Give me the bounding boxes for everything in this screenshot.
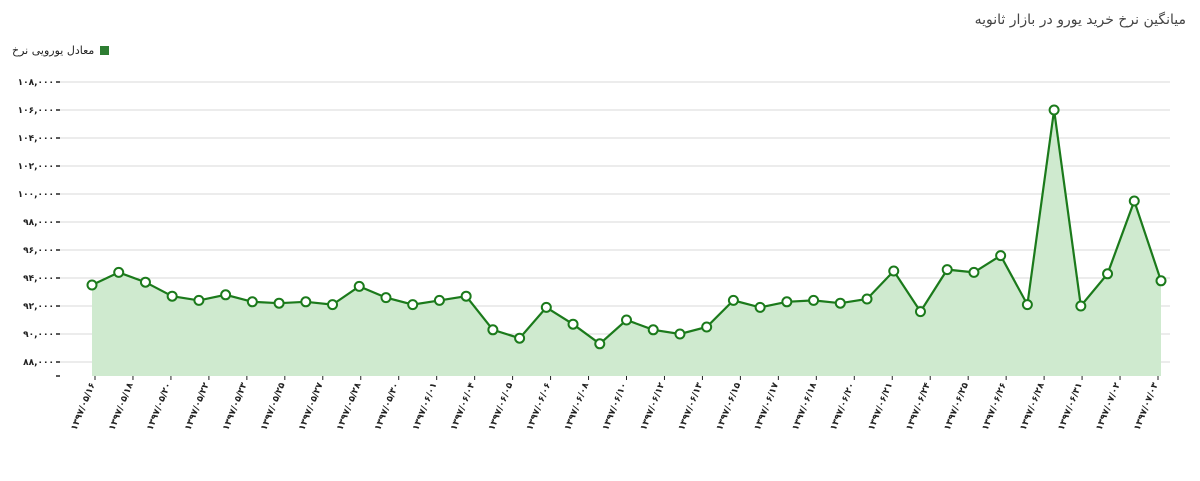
- data-point: [861, 293, 873, 305]
- data-point: [327, 299, 339, 311]
- x-tick-label: ۱۳۹۷/۰۶/۱۷: [753, 381, 781, 432]
- data-point: [433, 294, 445, 306]
- x-tick-label: ۱۳۹۷/۰۵/۲۲: [183, 381, 211, 432]
- y-tick-label: ۱۰۸,۰۰۰: [18, 78, 54, 88]
- data-point: [888, 265, 900, 277]
- x-tick-label: ۱۳۹۷/۰۶/۰۱: [411, 381, 439, 432]
- data-point: [995, 250, 1007, 262]
- legend: معادل یورویی نرخ: [12, 44, 110, 57]
- data-point: [166, 290, 178, 302]
- data-point: [220, 289, 232, 301]
- x-tick-label: ۱۳۹۷/۰۶/۰۵: [487, 381, 515, 432]
- x-tick-label: ۱۳۹۷/۰۷/۰۳: [1133, 381, 1161, 432]
- data-point: [914, 306, 926, 318]
- legend-label: معادل یورویی نرخ: [12, 44, 95, 57]
- data-point: [754, 301, 766, 313]
- x-tick-label: ۱۳۹۷/۰۶/۲۰: [829, 381, 857, 432]
- legend-swatch: [100, 46, 110, 55]
- x-tick-label: ۱۳۹۷/۰۵/۲۳: [221, 381, 249, 432]
- y-tick-label: ۸۸,۰۰۰: [23, 358, 54, 368]
- data-point: [407, 299, 419, 311]
- data-point: [193, 294, 205, 306]
- data-point: [514, 332, 526, 344]
- x-tick-label: ۱۳۹۷/۰۶/۰۶: [525, 381, 553, 432]
- x-tick-label: ۱۳۹۷/۰۶/۱۲: [639, 381, 667, 432]
- x-tick-label: ۱۳۹۷/۰۵/۲۸: [335, 381, 363, 432]
- data-point: [246, 296, 258, 308]
- x-tick-label: ۱۳۹۷/۰۷/۰۲: [1095, 381, 1123, 432]
- data-point: [647, 324, 659, 336]
- y-tick-label: ۹۶,۰۰۰: [23, 246, 54, 256]
- data-point: [701, 321, 713, 333]
- data-point: [674, 328, 686, 340]
- data-point: [460, 290, 472, 302]
- y-tick-label: ۹۸,۰۰۰: [23, 218, 54, 228]
- x-tick-label: ۱۳۹۷/۰۶/۱۵: [715, 381, 743, 432]
- x-tick-label: ۱۳۹۷/۰۵/۲۵: [259, 381, 287, 432]
- x-tick-label: ۱۳۹۷/۰۵/۲۷: [297, 381, 325, 432]
- y-tick-label: ۱۰۰,۰۰۰: [18, 190, 54, 200]
- data-point: [621, 314, 632, 326]
- data-point: [968, 266, 980, 278]
- x-tick-label: ۱۳۹۷/۰۶/۲۱: [867, 381, 895, 432]
- x-tick-label: ۱۳۹۷/۰۵/۳۰: [373, 381, 401, 432]
- data-point: [1128, 195, 1140, 207]
- x-tick-label: ۱۳۹۷/۰۶/۰۸: [563, 381, 591, 432]
- y-tick-label: ۹۰,۰۰۰: [23, 330, 54, 340]
- x-tick-label: ۱۳۹۷/۰۵/۱۶: [70, 381, 98, 432]
- y-tick-label: ۹۲,۰۰۰: [23, 302, 54, 312]
- data-point: [487, 324, 499, 336]
- x-tick-label: ۱۳۹۷/۰۶/۱۳: [677, 381, 705, 432]
- data-point: [380, 292, 392, 304]
- area-fill: [92, 110, 1161, 376]
- x-tick-label: ۱۳۹۷/۰۶/۲۶: [981, 381, 1009, 432]
- data-point: [1102, 268, 1114, 280]
- data-point: [567, 318, 579, 330]
- data-point: [781, 296, 793, 308]
- y-tick-label: ۱۰۶,۰۰۰: [18, 106, 54, 116]
- data-point: [353, 280, 365, 292]
- data-point: [834, 297, 846, 309]
- y-tick-label: ۱۰۴,۰۰۰: [18, 134, 54, 144]
- data-point: [1048, 104, 1060, 116]
- data-point: [594, 338, 606, 350]
- x-tick-label: ۱۳۹۷/۰۵/۲۰: [146, 381, 174, 432]
- x-tick-label: ۱۳۹۷/۰۶/۲۴: [905, 381, 933, 432]
- x-tick-label: ۱۳۹۷/۰۶/۰۴: [449, 381, 477, 432]
- y-tick-label: ۹۴,۰۰۰: [23, 274, 54, 284]
- data-point: [808, 294, 820, 306]
- x-tick-label: ۱۳۹۷/۰۶/۳۱: [1057, 381, 1085, 432]
- x-tick-label: ۱۳۹۷/۰۶/۲۵: [943, 381, 971, 432]
- data-point: [113, 266, 125, 278]
- x-tick-label: ۱۳۹۷/۰۶/۲۸: [1019, 381, 1047, 432]
- data-point: [540, 301, 552, 313]
- y-tick-label: ۱۰۲,۰۰۰: [18, 162, 54, 172]
- data-point: [1021, 299, 1033, 311]
- data-point: [86, 279, 98, 291]
- data-point: [727, 294, 739, 306]
- x-tick-label: ۱۳۹۷/۰۶/۱۰: [601, 381, 629, 432]
- data-point: [273, 297, 285, 309]
- x-tick-label: ۱۳۹۷/۰۵/۱۸: [108, 381, 136, 432]
- chart-title: میانگین نرخ خرید یورو در بازار ثانویه: [974, 12, 1186, 28]
- data-point: [1155, 275, 1167, 287]
- data-point: [1075, 300, 1087, 312]
- data-point: [941, 264, 953, 276]
- data-point: [300, 296, 312, 308]
- data-point: [139, 276, 151, 288]
- x-tick-label: ۱۳۹۷/۰۶/۱۸: [791, 381, 819, 432]
